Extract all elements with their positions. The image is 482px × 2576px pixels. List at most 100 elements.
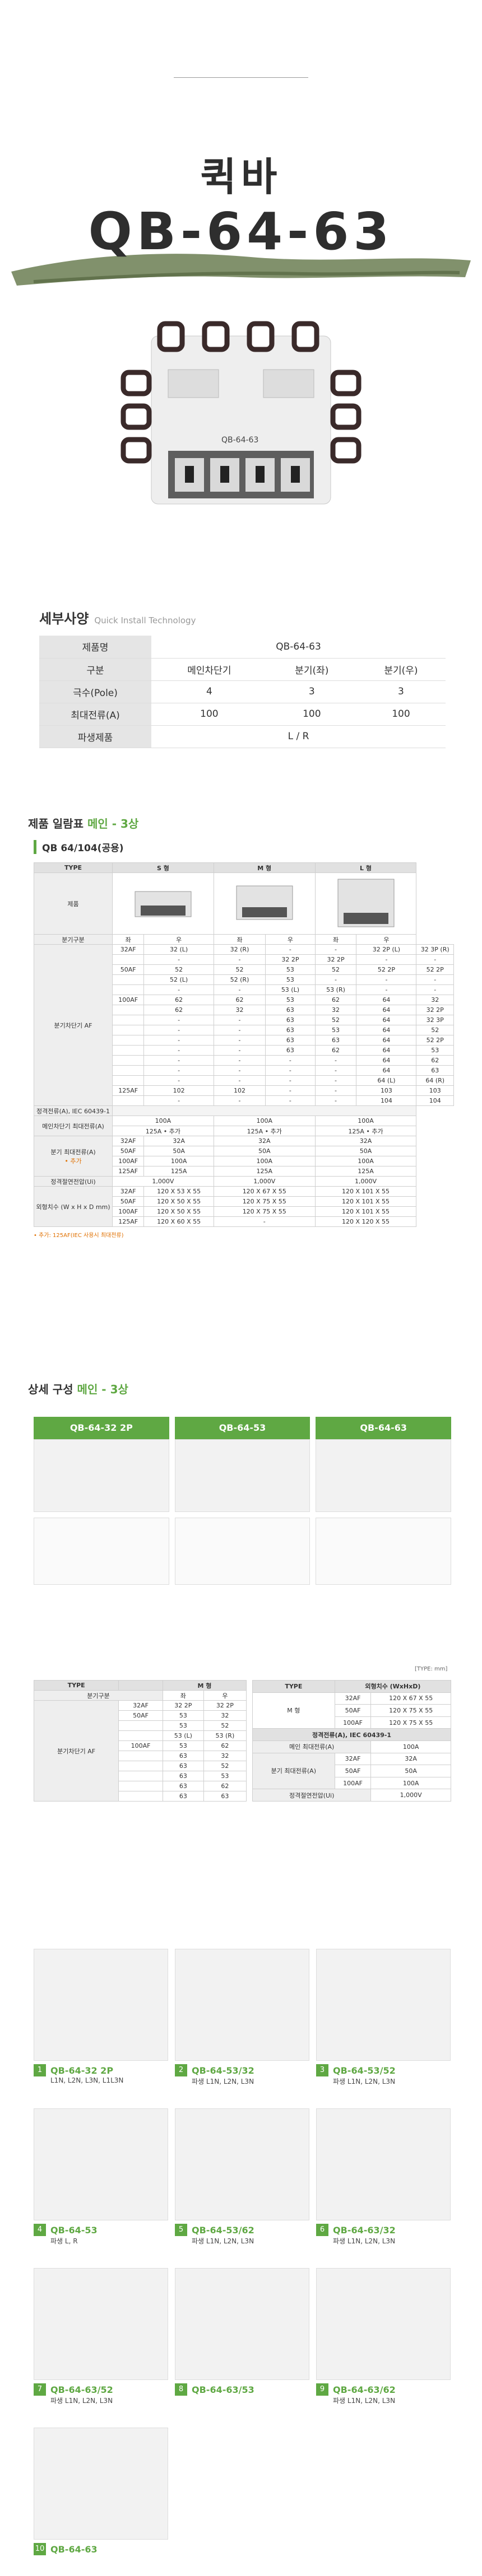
lineup-cell — [112, 974, 145, 985]
lineup-cell: 103 — [416, 1085, 454, 1096]
tab-qb-64-53[interactable]: QB-64-53 — [174, 1417, 310, 1439]
lineup-branch-max-cell: 분기 최대전류(A) • 추가 — [34, 1136, 113, 1177]
lineup-cell: - — [314, 944, 357, 955]
gallery-card: 10 QB-64-63 — [34, 2428, 168, 2555]
lineup-cell: 32 — [213, 1005, 266, 1015]
spec-heading: 세부사양 Quick Install Technology — [39, 608, 196, 627]
spec-label: 제품명 — [39, 636, 151, 659]
gallery-card: 9 QB-64-63/62 파생 L1N, L2N, L3N — [316, 2268, 451, 2405]
spec-label: 최대전류(A) — [39, 703, 151, 726]
detail-cell — [118, 1781, 163, 1791]
lineup-cell: 32A — [314, 1136, 417, 1146]
lineup-cell: - — [265, 1085, 316, 1096]
lineup-cell: 50AF — [112, 1146, 145, 1156]
lineup-cell: 125A • 추가 — [213, 1126, 316, 1136]
tab-qb-64-63[interactable]: QB-64-63 — [316, 1417, 452, 1439]
detail-cell: 120 X 75 X 55 — [370, 1716, 451, 1729]
detail-photo-3 — [316, 1439, 452, 1512]
detail-cell: 32 2P — [203, 1700, 247, 1711]
lineup-cell: 32 2P (L) — [356, 944, 417, 955]
lineup-cell: 52 2P — [356, 964, 417, 975]
lineup-cell: 50A — [213, 1146, 316, 1156]
lineup-row: 50AF 52 52 53 52 52 2P 52 2P — [34, 964, 454, 975]
gallery-model: QB-64-53/52 — [333, 2065, 396, 2076]
detail-cell — [118, 1761, 163, 1771]
lineup-cell: - — [143, 1095, 214, 1106]
lineup-cell — [112, 1055, 145, 1066]
hero-divider — [174, 77, 308, 78]
detail-cell: 32AF — [334, 1692, 372, 1705]
lineup-col-s: S 형 — [112, 862, 214, 873]
detail-column-1: QB-64-32 2P — [34, 1417, 169, 1585]
detail-drawing-1 — [34, 1518, 169, 1585]
lineup-cell: - — [213, 1025, 266, 1035]
lineup-cell: 63 — [265, 1015, 316, 1025]
lineup-cell — [112, 1075, 145, 1086]
lineup-table-wrap: TYPE S 형 M 형 L 형 제품 분기구분 좌 우 좌 우 좌 우 — [34, 862, 454, 1239]
lineup-cell: 53 — [265, 974, 316, 985]
gallery-grid: 1 QB-64-32 2P L1N, L2N, L3N, L1L3N 2 QB-64-5… — [34, 1949, 451, 2555]
lineup-cell: 125A — [314, 1166, 417, 1177]
detail-tabs: QB-64-32 2P QB-64-53 QB-64-63 — [34, 1417, 452, 1585]
lineup-cell: 103 — [356, 1085, 417, 1096]
detail-cell — [118, 1730, 163, 1741]
product-image — [121, 321, 362, 505]
gallery-model: QB-64-53 — [50, 2224, 98, 2236]
gallery-caption: 10 QB-64-63 — [34, 2543, 168, 2555]
spec-cell: 100 — [267, 703, 356, 726]
lineup-cell: 62 — [314, 995, 357, 1005]
lineup-row: - - - -64 (L) 64 (R) — [34, 1075, 454, 1086]
lineup-cell — [112, 1015, 145, 1025]
lineup-cell: 62 — [314, 1045, 357, 1056]
detail-tables: TYPE M 형 분기구분 좌 우 분기차단기 AF 32AF 32 2P 32 2P… — [33, 1680, 452, 1802]
detail-cell: 32AF — [118, 1700, 163, 1711]
lineup-cell: 32 3P (R) — [416, 944, 454, 955]
gallery-photo — [316, 2268, 451, 2380]
lineup-cell: - — [213, 1075, 266, 1086]
lineup-cell: 63 — [416, 1065, 454, 1076]
lineup-cell: 64 — [356, 995, 417, 1005]
lineup-branch-max-sub: • 추가 — [64, 1157, 82, 1165]
lineup-cell: 64 (R) — [416, 1075, 454, 1086]
lineup-cell: - — [143, 1015, 214, 1025]
gallery-wiring: 파생 L, R — [50, 2237, 78, 2245]
lineup-left: 좌 — [213, 934, 266, 945]
lineup-cell: 32 2P — [416, 1005, 454, 1015]
lineup-cell: 100A — [213, 1116, 316, 1126]
lineup-cell: - — [143, 954, 214, 965]
detail-cell: 100AF — [334, 1716, 372, 1729]
lineup-cell: 120 X 50 X 55 — [143, 1206, 214, 1217]
spec-cell: 분기(우) — [356, 658, 446, 681]
lineup-row: 분기차단기 AF 32AF 32 (L) 32 (R) - -32 2P (L) 32 3P… — [34, 944, 454, 1106]
lineup-cell: 50A — [314, 1146, 417, 1156]
lineup-cell: 50AF — [112, 1196, 145, 1207]
lineup-cell: 104 — [356, 1095, 417, 1106]
spec-label: 극수(Pole) — [39, 680, 151, 703]
spec-cell: 100 — [356, 703, 446, 726]
detail-cell: 100AF — [118, 1740, 163, 1751]
gallery-photo — [175, 1949, 309, 2061]
lineup-cell: - — [143, 1035, 214, 1046]
detail-cell — [118, 1751, 163, 1761]
lineup-heading-text: 제품 일람표 — [28, 817, 84, 830]
dims-rows: 외형치수 (W x H x D mm) 32AF 120 X 53 X 55 120 … — [34, 1186, 454, 1227]
lineup-cell: - — [213, 984, 266, 995]
lineup-cell: 32 — [416, 995, 454, 1005]
lineup-cell: 100A — [112, 1116, 214, 1126]
gallery-number: 9 — [316, 2383, 328, 2396]
lineup-cell: - — [314, 1075, 357, 1086]
detail-cell: 62 — [203, 1781, 247, 1791]
tab-qb-64-32-2p[interactable]: QB-64-32 2P — [34, 1417, 169, 1439]
lineup-cell: 120 X 101 X 55 — [314, 1206, 417, 1217]
lineup-cell: 125AF — [112, 1216, 145, 1227]
gallery-card: 7 QB-64-63/52 파생 L1N, L2N, L3N — [34, 2268, 168, 2405]
detail-cell: 63 — [162, 1781, 204, 1791]
lineup-cell: 62 — [143, 995, 214, 1005]
spec-heading-text: 세부사양 — [39, 611, 89, 627]
gallery-photo — [175, 2268, 309, 2380]
detail-cell: 62 — [203, 1740, 247, 1751]
lineup-cell: 120 X 50 X 55 — [143, 1196, 214, 1207]
lineup-cell: - — [416, 954, 454, 965]
detail-dim-header: 외형치수 (WxHxD) — [334, 1680, 452, 1693]
detail-cell: 50AF — [334, 1765, 372, 1777]
